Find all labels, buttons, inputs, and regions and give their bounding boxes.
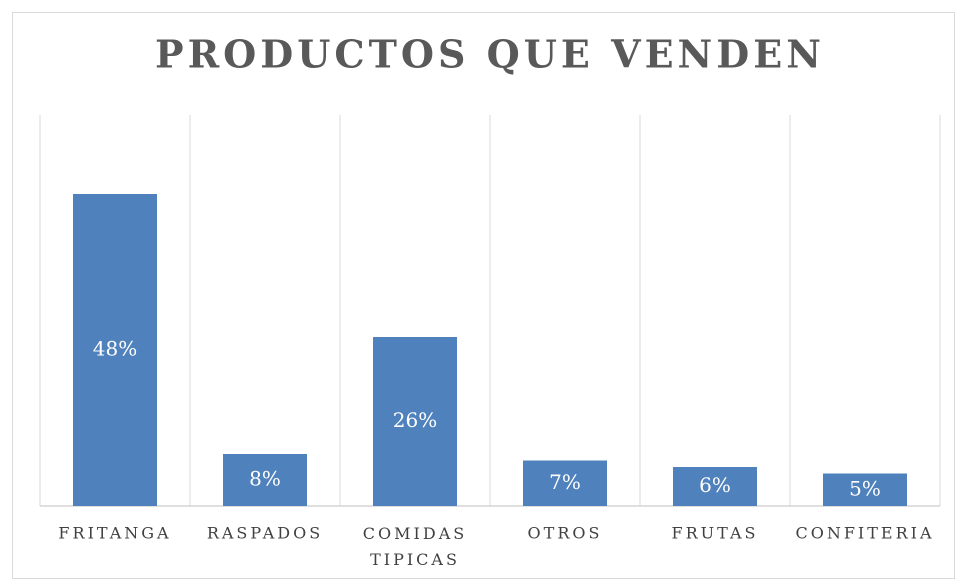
x-tick-label: FRITANGA <box>58 524 171 543</box>
bar <box>223 454 307 506</box>
value-label: 26% <box>393 408 437 432</box>
bar <box>523 460 607 506</box>
value-label: 6% <box>699 473 731 497</box>
x-tick-label: FRUTAS <box>672 524 759 543</box>
bar <box>373 337 457 506</box>
value-label: 48% <box>93 337 137 361</box>
chart-title: PRODUCTOS QUE VENDEN <box>155 32 825 77</box>
chart-border <box>12 12 955 579</box>
x-tick-label: COMIDAS TIPICAS <box>363 524 467 569</box>
bar <box>673 467 757 506</box>
x-tick-label: RASPADOS <box>207 524 323 543</box>
value-label: 7% <box>549 470 581 494</box>
bar <box>823 473 907 506</box>
value-label: 8% <box>249 467 281 491</box>
x-tick-label: CONFITERIA <box>795 524 934 543</box>
bar <box>73 194 157 506</box>
x-tick-label: OTROS <box>528 524 603 543</box>
value-label: 5% <box>849 476 881 500</box>
